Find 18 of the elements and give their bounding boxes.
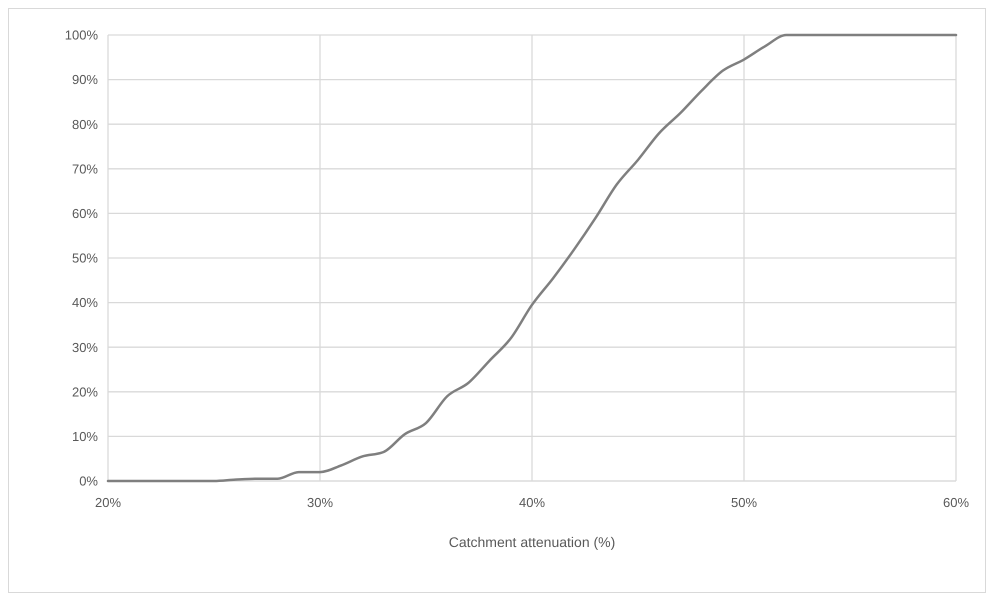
y-tick-label: 70% [72, 161, 98, 176]
x-tick-label: 60% [942, 495, 970, 510]
y-tick-label: 40% [72, 295, 98, 310]
x-tick-label: 20% [94, 495, 122, 510]
y-tick-label: 60% [72, 206, 98, 221]
x-tick-label: 50% [730, 495, 758, 510]
y-tick-label: 0% [79, 474, 98, 489]
line-series [106, 34, 958, 482]
y-tick-label: 20% [72, 384, 98, 400]
y-tick-label: 50% [72, 250, 98, 266]
y-tick-label: 30% [72, 340, 98, 355]
x-axis-title: Catchment attenuation (%) [448, 534, 616, 550]
x-tick-label: 30% [306, 495, 334, 510]
y-tick-label: 10% [72, 428, 98, 444]
y-tick-label: 100% [64, 28, 98, 43]
y-tick-label: 80% [72, 116, 98, 132]
y-tick-label: 90% [72, 72, 98, 88]
x-tick-label: 40% [518, 495, 546, 510]
